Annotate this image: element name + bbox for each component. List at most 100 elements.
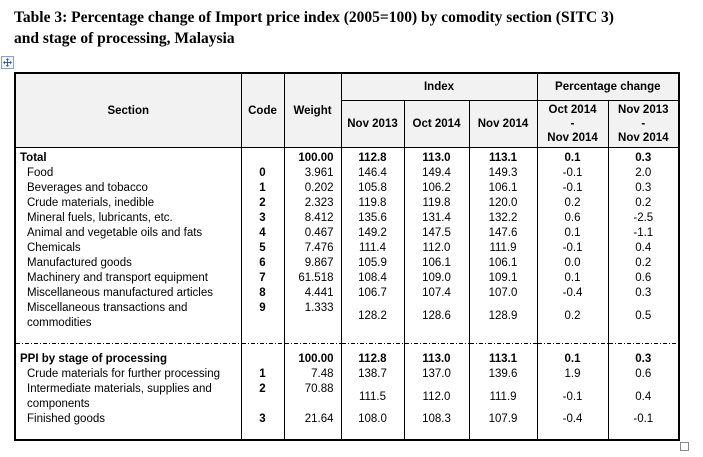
section-cell: Machinery and transport equipment xyxy=(14,271,242,286)
table-row: PPI by stage of processing 100.00 112.8 113… xyxy=(14,352,680,367)
dashed-divider-row-cell xyxy=(607,343,680,352)
code-cell: 2 xyxy=(240,196,285,211)
table-header: Section Code Weight Index Percentage cha… xyxy=(14,72,680,148)
table-row: Machinery and transport equipment 7 61.518… xyxy=(14,271,680,286)
dashed-divider-row-cell xyxy=(468,343,538,352)
spacer-row-cell xyxy=(607,331,680,343)
index-cell: 119.8 xyxy=(403,196,470,211)
code-cell: 4 xyxy=(240,226,285,241)
pct-cell: 0.2 xyxy=(607,256,680,271)
pct-cell: 0.2 xyxy=(536,196,609,211)
dashed-divider-row-cell xyxy=(14,343,242,352)
move-arrows-icon xyxy=(3,58,12,67)
bottom-padding-row-cell xyxy=(607,427,680,440)
bottom-padding-row-cell xyxy=(468,427,538,440)
pct-cell: 0.2 xyxy=(607,196,680,211)
header-weight: Weight xyxy=(283,72,342,148)
index-cell: 107.9 xyxy=(468,412,538,427)
index-cell: 112.0 xyxy=(403,382,470,412)
section-cell: Crude materials, inedible xyxy=(14,196,242,211)
table-move-handle[interactable] xyxy=(1,56,14,69)
index-cell: 137.0 xyxy=(403,367,470,382)
index-cell: 119.8 xyxy=(340,196,405,211)
index-cell: 112.8 xyxy=(340,352,405,367)
header-pct-group: Percentage change xyxy=(536,72,680,101)
code-cell: 5 xyxy=(240,241,285,256)
bottom-padding-row-cell xyxy=(536,427,609,440)
pct-cell: -0.1 xyxy=(536,241,609,256)
pct-cell: -0.1 xyxy=(536,382,609,412)
index-cell: 132.2 xyxy=(468,211,538,226)
weight-cell: 100.00 xyxy=(283,147,342,166)
index-cell: 106.1 xyxy=(468,256,538,271)
index-cell: 108.3 xyxy=(403,412,470,427)
pct-cell: 0.4 xyxy=(607,382,680,412)
pct-cell: 0.6 xyxy=(536,211,609,226)
index-cell: 120.0 xyxy=(468,196,538,211)
index-cell: 135.6 xyxy=(340,211,405,226)
spacer-row-cell xyxy=(468,331,538,343)
pct-cell: -1.1 xyxy=(607,226,680,241)
index-cell: 113.0 xyxy=(403,147,470,166)
index-cell: 108.0 xyxy=(340,412,405,427)
section-cell: Food xyxy=(14,166,242,181)
spacer-row-cell xyxy=(403,331,470,343)
pct-cell: -0.1 xyxy=(536,166,609,181)
pct-cell: 0.3 xyxy=(607,352,680,367)
pct-cell: -0.1 xyxy=(607,412,680,427)
header-oct2014: Oct 2014 xyxy=(403,100,470,148)
weight-cell: 4.441 xyxy=(283,286,342,301)
code-cell xyxy=(240,147,285,166)
pct-cell: 0.2 xyxy=(536,301,609,331)
index-cell: 139.6 xyxy=(468,367,538,382)
dashed-divider-row-cell xyxy=(283,343,342,352)
index-cell: 106.1 xyxy=(468,181,538,196)
table-row: Miscellaneous manufactured articles 8 4.44… xyxy=(14,286,680,301)
weight-cell: 2.323 xyxy=(283,196,342,211)
bottom-padding-row-cell xyxy=(14,427,242,440)
code-cell xyxy=(240,352,285,367)
index-cell: 106.7 xyxy=(340,286,405,301)
index-cell: 113.1 xyxy=(468,352,538,367)
pct-cell: -2.5 xyxy=(607,211,680,226)
table-row: Crude materials, inedible 2 2.323 119.8 119.… xyxy=(14,196,680,211)
pct-cell: 0.3 xyxy=(607,286,680,301)
code-cell: 1 xyxy=(240,367,285,382)
index-cell: 128.9 xyxy=(468,301,538,331)
spacer-row-cell xyxy=(283,331,342,343)
code-cell: 3 xyxy=(240,211,285,226)
code-cell: 8 xyxy=(240,286,285,301)
weight-cell: 7.476 xyxy=(283,241,342,256)
index-cell: 138.7 xyxy=(340,367,405,382)
index-cell: 105.8 xyxy=(340,181,405,196)
table-row: Food 0 3.961 146.4 149.4 149.3 -0.1 2.0 xyxy=(14,166,680,181)
spacer-row-cell xyxy=(14,331,242,343)
section-cell: PPI by stage of processing xyxy=(14,352,242,367)
index-cell: 147.6 xyxy=(468,226,538,241)
bottom-padding-row-cell xyxy=(340,427,405,440)
index-cell: 105.9 xyxy=(340,256,405,271)
index-cell: 128.2 xyxy=(340,301,405,331)
weight-cell: 21.64 xyxy=(283,412,342,427)
code-cell: 3 xyxy=(240,412,285,427)
table-row: Miscellaneous transactions and commoditi… xyxy=(14,301,680,331)
table-row: Finished goods 3 21.64 108.0 108.3 107.9 -0.4-… xyxy=(14,412,680,427)
section-cell: Chemicals xyxy=(14,241,242,256)
pct-cell: 0.1 xyxy=(536,226,609,241)
pct-cell: 0.3 xyxy=(607,181,680,196)
table-resize-handle[interactable] xyxy=(680,442,689,451)
table-title-line2: and stage of processing, Malaysia xyxy=(14,30,235,47)
pct-cell: 0.1 xyxy=(536,352,609,367)
header-pct-oct14-nov14: Oct 2014 - Nov 2014 xyxy=(536,100,609,148)
dashed-divider-row-cell xyxy=(340,343,405,352)
index-cell: 147.5 xyxy=(403,226,470,241)
section-cell: Beverages and tobacco xyxy=(14,181,242,196)
weight-cell: 61.518 xyxy=(283,271,342,286)
pct-cell: 2.0 xyxy=(607,166,680,181)
weight-cell: 100.00 xyxy=(283,352,342,367)
index-cell: 149.4 xyxy=(403,166,470,181)
section-cell: Mineral fuels, lubricants, etc. xyxy=(14,211,242,226)
table-row: Beverages and tobacco 1 0.202 105.8 106.2 106… xyxy=(14,181,680,196)
index-cell: 111.5 xyxy=(340,382,405,412)
table-row: Crude materials for further processing 1 7… xyxy=(14,367,680,382)
